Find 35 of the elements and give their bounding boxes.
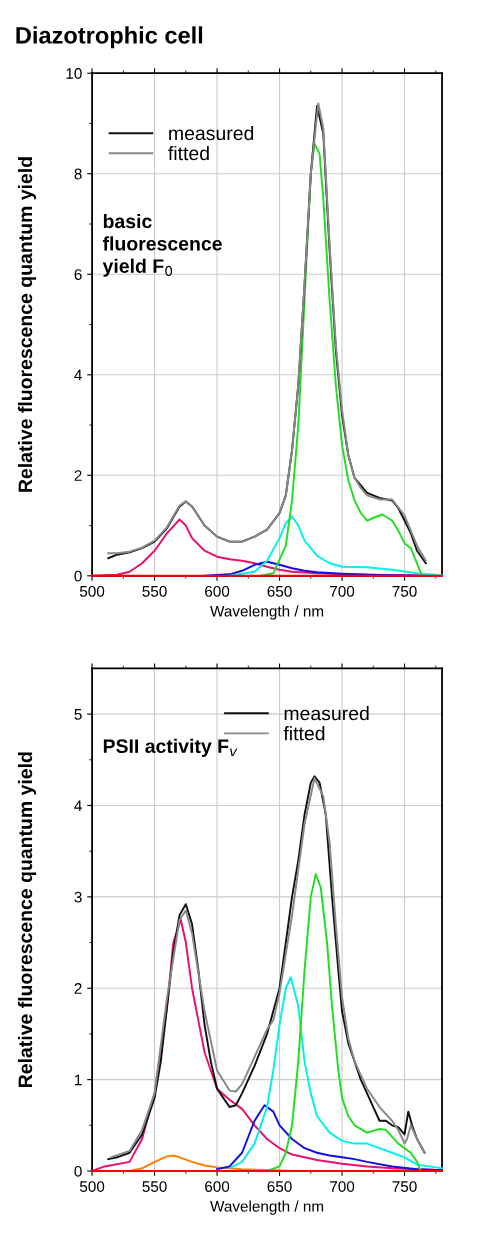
x-tick-label: 750: [392, 1181, 417, 1192]
y-tick-label: 4: [74, 369, 82, 381]
y-tick-label: 8: [74, 168, 82, 180]
y-tick-label: 4: [74, 800, 82, 812]
x-tick-label: 650: [267, 1181, 292, 1192]
y-tick-label: 2: [74, 470, 82, 481]
x-tick-label: 550: [142, 1181, 167, 1192]
y-tick-label: 3: [74, 891, 82, 903]
y-axis-title: Relative fluorescence quantum yield: [17, 157, 37, 492]
annotation: basic fluorescence yield F$_{0}$: [102, 213, 222, 277]
y-tick-label: 1: [75, 1074, 82, 1086]
x-tick-label: 600: [205, 1181, 230, 1192]
y-tick-label: 10: [66, 68, 82, 79]
legend-label: fitted: [283, 726, 325, 741]
annotation: PSII activity F$_{v}$: [103, 738, 238, 757]
x-tick-label: 500: [79, 1181, 105, 1192]
y-tick-label: 2: [74, 983, 82, 994]
x-tick-label: 700: [330, 1181, 355, 1192]
x-tick-label: 550: [142, 585, 167, 597]
x-tick-label: 500: [79, 585, 105, 597]
y-tick-label: 0: [74, 1165, 82, 1177]
legend-label: fitted: [168, 145, 209, 161]
x-tick-label: 750: [392, 585, 417, 597]
y-axis-title: Relative fluorescence quantum yield: [17, 752, 37, 1087]
x-axis-title: Wavelength / nm: [210, 1200, 324, 1215]
legend-label: measured: [169, 125, 254, 141]
x-tick-label: 700: [330, 585, 355, 597]
y-tick-label: 6: [74, 269, 82, 280]
x-axis-title: Wavelength / nm: [210, 605, 324, 620]
x-tick-label: 600: [205, 585, 230, 597]
legend-label: measured: [284, 706, 369, 721]
y-tick-label: 0: [74, 570, 82, 582]
x-tick-label: 650: [267, 585, 292, 597]
chart-title: Diazotrophic cell: [16, 26, 203, 49]
y-tick-label: 5: [74, 709, 82, 720]
